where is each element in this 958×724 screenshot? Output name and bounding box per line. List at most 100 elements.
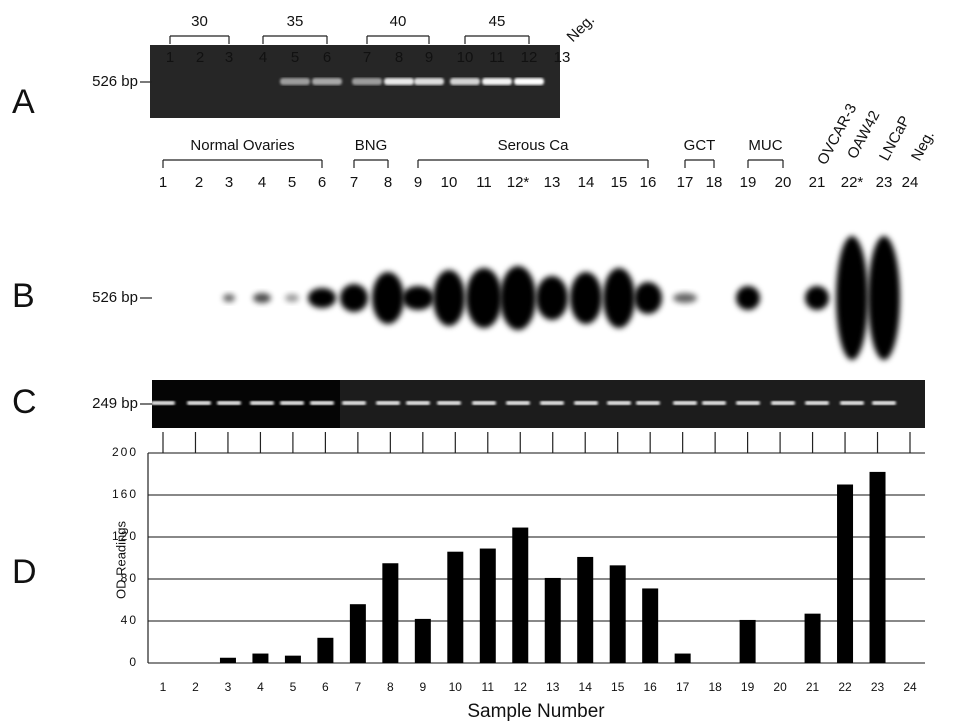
blot [673,293,697,303]
x-tick-label: 8 [387,680,394,694]
band [384,78,414,85]
bar [610,565,626,663]
bar [415,619,431,663]
band [437,401,461,405]
lane-label: 13 [544,174,561,191]
y-tick-label: 40 [121,613,138,627]
panel-letter: B [12,277,35,315]
lane-label: 2 [195,174,203,191]
bar [317,638,333,663]
y-tick-label: 0 [129,655,138,669]
band [514,78,544,85]
band [771,401,795,405]
x-tick-label: 15 [611,680,625,694]
x-tick-label: 24 [903,680,917,694]
lane-label: 1 [159,174,167,191]
band [250,401,274,405]
bar [252,654,268,663]
lane-label: 12 [521,49,538,66]
band [187,401,211,405]
x-tick-label: 7 [355,680,362,694]
neg-label: Neg. [564,11,598,45]
band [414,78,444,85]
lane-label: 21 [809,174,826,191]
lane-label: 8 [384,174,392,191]
blot [285,294,299,302]
group-label: 35 [287,13,304,30]
x-tick-label: 19 [741,680,755,694]
lane-label: 10 [457,49,474,66]
x-tick-label: 23 [871,680,885,694]
band [540,401,564,405]
blot [570,272,602,324]
x-tick-label: 6 [322,680,329,694]
lane-label: 5 [291,49,299,66]
lane-label: 19 [740,174,757,191]
bar [350,604,366,663]
bar [675,654,691,663]
band [872,401,896,405]
x-tick-label: 13 [546,680,560,694]
bar [512,528,528,663]
lane-label: 6 [323,49,331,66]
band [151,401,175,405]
band [312,78,342,85]
bar [220,658,236,663]
bar [870,472,886,663]
blot [634,282,662,314]
band [840,401,864,405]
lane-label: 5 [288,174,296,191]
band [342,401,366,405]
lane-label: 15 [611,174,628,191]
lane-label: 20 [775,174,792,191]
group-label: 40 [390,13,407,30]
bar [577,557,593,663]
gel-bands [151,78,900,405]
y-tick-label: 200 [112,445,138,459]
lane-label: 9 [425,49,433,66]
x-tick-label: 1 [160,680,167,694]
band [702,401,726,405]
x-axis-title: Sample Number [467,701,605,722]
band [805,401,829,405]
band [482,78,512,85]
x-tick-label: 4 [257,680,264,694]
bar [805,614,821,663]
x-tick-label: 9 [419,680,426,694]
band [450,78,480,85]
lane-label: 16 [640,174,657,191]
blot [372,272,404,324]
blot [433,270,465,326]
x-tick-label: 2 [192,680,199,694]
band [607,401,631,405]
group-label: Normal Ovaries [190,137,294,154]
blot [805,286,829,310]
bar [447,552,463,663]
group-label: 30 [191,13,208,30]
band [217,401,241,405]
bar [545,578,561,663]
group-label: 45 [489,13,506,30]
lane-label: 1 [166,49,174,66]
x-tick-label: 16 [643,680,657,694]
x-tick-label: 18 [708,680,722,694]
x-tick-label: 3 [225,680,232,694]
group-label: Serous Ca [498,137,570,154]
x-tick-label: 12 [514,680,528,694]
lane-label: 10 [441,174,458,191]
bar [642,588,658,663]
band [673,401,697,405]
group-label: GCT [684,137,716,154]
lane-label: 23 [876,174,893,191]
y-tick-label: 80 [121,571,138,585]
bar [285,656,301,663]
blot [308,288,336,308]
lane-label: 6 [318,174,326,191]
x-tick-label: 11 [482,680,495,694]
cell-line-label: Neg. [908,128,938,164]
band [574,401,598,405]
blot [736,286,760,310]
band [472,401,496,405]
group-label: BNG [355,137,388,154]
band [280,401,304,405]
